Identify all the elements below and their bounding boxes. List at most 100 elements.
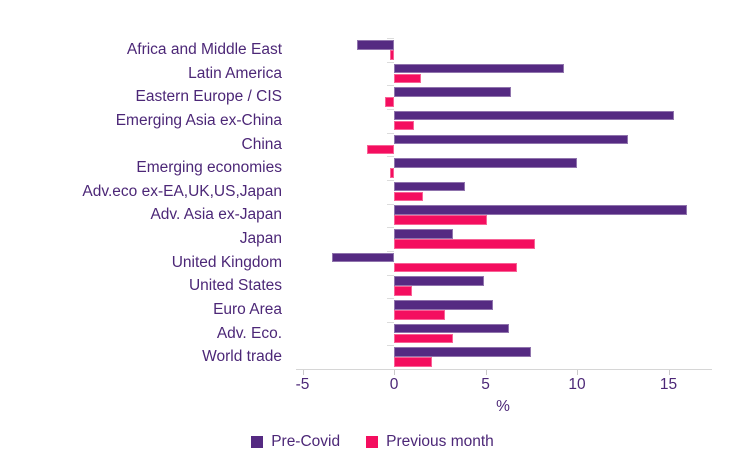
category-label: Adv. Eco. (216, 324, 282, 342)
category-label: Japan (239, 230, 282, 248)
category-label: Adv.eco ex-EA,UK,US,Japan (82, 182, 282, 200)
bar-track (292, 251, 745, 275)
bar-pre-covid (394, 323, 510, 334)
bar-track (292, 345, 745, 369)
category-label: Emerging economies (136, 159, 282, 177)
bar-track (292, 203, 745, 227)
chart-row: Latin America (0, 62, 745, 86)
x-axis-tick (668, 370, 670, 376)
bar-previous-month (394, 310, 446, 320)
bar-previous-month (390, 168, 394, 178)
y-axis-tick (387, 61, 394, 63)
legend-item-previous-month: Previous month (366, 433, 494, 451)
bar-track (292, 85, 745, 109)
bar-track (292, 156, 745, 180)
bar-pre-covid (394, 87, 512, 97)
category-label: Adv. Asia ex-Japan (150, 206, 282, 224)
category-label: Latin America (188, 64, 282, 82)
bar-pre-covid (394, 181, 466, 192)
chart-row: United Kingdom (0, 251, 745, 275)
x-axis-line (296, 369, 712, 371)
bar-pre-covid (394, 300, 493, 310)
x-axis-tick (485, 370, 487, 376)
category-label: Africa and Middle East (126, 41, 282, 58)
category-label: United Kingdom (171, 253, 282, 271)
y-axis-tick (387, 274, 394, 276)
bar-previous-month (394, 286, 413, 296)
legend-label: Previous month (386, 433, 494, 450)
y-axis-tick (387, 179, 394, 181)
chart-row: China (0, 133, 745, 157)
chart-row: Africa and Middle East (0, 38, 745, 62)
bar-track (292, 180, 745, 204)
y-axis-tick (387, 345, 394, 347)
y-axis-tick (387, 38, 394, 39)
y-axis-tick (387, 108, 394, 110)
bar-track (292, 298, 745, 322)
bar-pre-covid (394, 229, 453, 239)
bar-track (292, 322, 745, 346)
bar-track (292, 133, 745, 157)
chart-row: Emerging Asia ex-China (0, 109, 745, 133)
y-axis-tick (387, 85, 394, 87)
category-label: China (241, 135, 283, 153)
chart-row: Japan (0, 227, 745, 251)
bar-previous-month (366, 144, 394, 155)
bar-previous-month (394, 215, 488, 225)
legend-item-pre-covid: Pre-Covid (251, 433, 340, 451)
x-axis-tick-label: -5 (295, 376, 310, 394)
y-axis-tick (387, 321, 394, 323)
bar-pre-covid (394, 276, 484, 286)
bar-pre-covid (394, 347, 532, 357)
bar-pre-covid (394, 205, 687, 215)
bar-track (292, 274, 745, 298)
bar-previous-month (394, 333, 453, 344)
y-axis-tick (387, 250, 394, 252)
x-axis-tick-label: 0 (389, 376, 399, 394)
bar-previous-month (394, 73, 422, 84)
category-label: Eastern Europe / CIS (135, 88, 282, 106)
chart-row: Adv. Asia ex-Japan (0, 203, 745, 227)
bar-previous-month (394, 357, 433, 367)
bar-previous-month (394, 239, 535, 249)
bar-track (292, 62, 745, 86)
bar-previous-month (394, 262, 517, 273)
x-axis-tick (302, 370, 304, 376)
bar-pre-covid (357, 40, 394, 50)
y-axis-tick (387, 298, 394, 300)
bar-track (292, 109, 745, 133)
bar-previous-month (394, 120, 415, 131)
legend-swatch-icon (251, 436, 264, 448)
bar-pre-covid (331, 252, 394, 263)
y-axis-tick (387, 203, 394, 205)
y-axis-tick (387, 156, 394, 158)
chart-row: World trade (0, 345, 745, 369)
legend-label: Pre-Covid (271, 433, 341, 450)
bar-pre-covid (394, 158, 577, 168)
category-label: World trade (202, 348, 282, 366)
bar-pre-covid (394, 63, 565, 74)
x-axis-tick-label: 15 (659, 376, 678, 394)
chart-row: Euro Area (0, 298, 745, 322)
bar-previous-month (390, 50, 394, 60)
chart-row: United States (0, 274, 745, 298)
category-label: Emerging Asia ex-China (115, 111, 282, 129)
category-label: United States (188, 277, 282, 295)
legend-swatch-icon (366, 436, 379, 448)
bar-previous-month (394, 191, 424, 202)
x-axis-tick-label: 5 (481, 376, 490, 394)
chart-legend: Pre-Covid Previous month (0, 433, 745, 451)
bar-pre-covid (394, 134, 629, 145)
chart-row: Emerging economies (0, 156, 745, 180)
bar-track (292, 38, 745, 62)
x-axis-tick (577, 370, 578, 376)
x-axis-tick-label: 10 (568, 376, 586, 394)
chart-row: Adv.eco ex-EA,UK,US,Japan (0, 180, 745, 204)
bar-track (292, 227, 745, 251)
chart-row: Eastern Europe / CIS (0, 85, 745, 109)
category-label: Euro Area (213, 301, 282, 319)
x-axis-tick (394, 370, 395, 376)
chart-row: Adv. Eco. (0, 322, 745, 346)
chart-plot-area: Africa and Middle East Latin America Easte… (0, 38, 745, 369)
